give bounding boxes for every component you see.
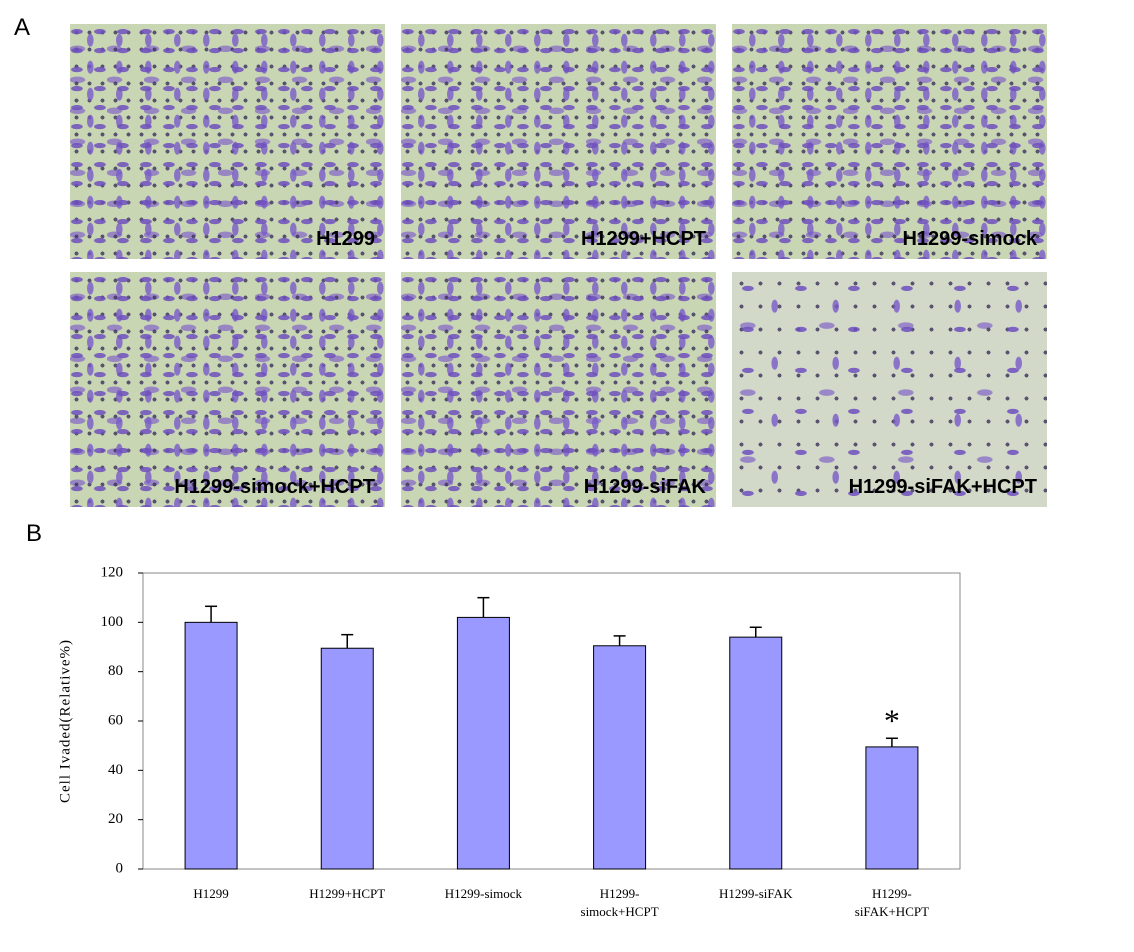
bar [865,746,919,870]
error-bar [885,737,898,747]
x-tick-label: H1299-simock [444,886,523,901]
error-bar [749,626,762,638]
panel-label: A [14,14,31,41]
x-tick-label: H1299-siFAK [719,886,793,901]
image-label: H1299 [316,228,375,250]
y-tick-label: 20 [108,811,123,827]
y-axis-label: Cell Ivaded(Relative%) [57,639,73,803]
plot-frame [142,572,961,870]
error-bar [477,596,490,618]
image-label: H1299-siFAK+HCPT [848,476,1037,498]
micrograph: H1299 [70,24,385,259]
bar [184,621,238,870]
error-bar [205,605,218,623]
error-bar [613,635,626,646]
y-tick-label: 120 [101,564,124,580]
bar [729,636,783,870]
x-tick-label: H1299-siFAK+HCPT [854,886,930,919]
micrograph: H1299-simock [732,24,1047,259]
micrograph: H1299+HCPT [401,24,716,259]
image-label: H1299+HCPT [580,228,706,250]
bar [593,645,647,870]
image-label: H1299-simock [902,228,1037,250]
y-tick-label: 40 [108,762,123,778]
x-tick-label: H1299 [193,886,229,901]
bar [456,616,510,870]
y-tick-label: 0 [116,860,124,876]
panel-label: B [26,520,43,547]
micrograph: H1299-siFAK+HCPT [732,272,1047,507]
micrograph: H1299-siFAK [401,272,716,507]
micrograph: H1299-simock+HCPT [70,272,385,507]
y-tick-label: 60 [108,712,123,728]
x-tick-label: H1299-simock+HCPT [580,886,659,919]
y-tick-label: 80 [108,663,123,679]
image-label: H1299-simock+HCPT [174,476,375,498]
y-tick-label: 100 [101,614,124,630]
bar [320,647,374,870]
x-tick-label: H1299+HCPT [309,886,386,901]
image-label: H1299-siFAK [583,476,706,498]
annotation: * [884,703,900,739]
error-bar [341,633,354,649]
